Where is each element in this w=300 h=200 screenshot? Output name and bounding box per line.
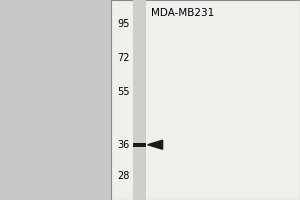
Text: 36: 36 <box>117 140 130 150</box>
Bar <box>133 143 146 147</box>
Text: 28: 28 <box>117 171 130 181</box>
Bar <box>111 0 300 200</box>
Bar <box>133 0 146 200</box>
Polygon shape <box>148 140 163 149</box>
Text: 72: 72 <box>117 53 130 63</box>
Text: 95: 95 <box>117 19 130 29</box>
Text: 55: 55 <box>117 87 130 97</box>
Text: MDA-MB231: MDA-MB231 <box>151 8 214 18</box>
